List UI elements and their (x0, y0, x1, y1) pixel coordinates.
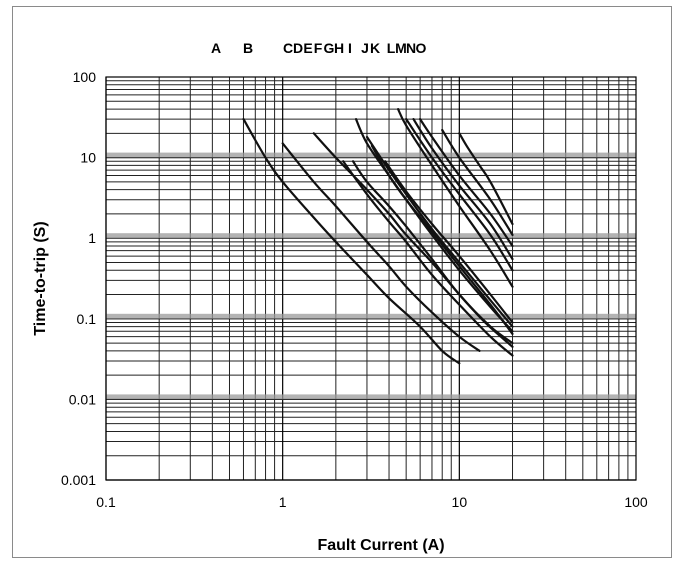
x-tick-label: 100 (624, 494, 648, 510)
curve-letter-label: G (324, 40, 335, 56)
y-tick-label: 1 (88, 230, 96, 246)
curve-letter-label: O (416, 40, 427, 56)
trip-curve (365, 135, 514, 328)
curve-letter-label: K (370, 40, 380, 56)
curve-letter-label: B (243, 40, 253, 56)
minor-grid (106, 77, 636, 480)
curve-letter-label: I (348, 40, 352, 56)
trip-curve (370, 144, 514, 335)
trip-curve (384, 160, 514, 324)
trip-curve (351, 160, 514, 345)
y-tick-label: 0.1 (77, 311, 97, 327)
curve-letter-label: N (406, 40, 416, 56)
trip-curve (419, 118, 514, 248)
trip-curve (242, 118, 461, 365)
plot-border (105, 76, 637, 481)
trip-curve (412, 118, 514, 261)
y-tick-label: 100 (73, 69, 97, 85)
curve-letter-label: M (395, 40, 407, 56)
curve-letter-label: L (387, 40, 396, 56)
trip-curve (405, 118, 514, 272)
decade-band (106, 233, 636, 239)
curve-letter-label: J (361, 40, 369, 56)
decade-band (106, 394, 636, 400)
trip-curve (441, 128, 514, 236)
y-tick-labels: 100 10 1 0.1 0.01 0.001 (61, 69, 96, 488)
x-axis-label: Fault Current (A) (317, 537, 444, 554)
y-tick-label: 0.01 (69, 391, 96, 407)
curve-letter-label: A (211, 40, 221, 56)
curve-letter-label: D (293, 40, 303, 56)
trip-curve (342, 160, 514, 357)
x-tick-label: 10 (452, 494, 468, 510)
decade-band (106, 152, 636, 158)
decade-band (106, 313, 636, 319)
y-axis-label: Time-to-trip (S) (32, 221, 49, 335)
curve-letter-label: H (334, 40, 344, 56)
curve-letter-label: C (283, 40, 293, 56)
x-tick-labels: 0.1 1 10 100 (96, 494, 648, 510)
y-tick-label: 10 (80, 150, 96, 166)
trip-curve (458, 132, 514, 226)
chart-frame (12, 6, 672, 558)
x-tick-label: 0.1 (96, 494, 116, 510)
y-tick-label: 0.001 (61, 472, 96, 488)
curve-letter-label: F (314, 40, 323, 56)
trip-curves (242, 108, 514, 365)
trip-curve (281, 142, 481, 352)
curve-letter-label: E (303, 40, 312, 56)
x-tick-label: 1 (279, 494, 287, 510)
trip-curve (397, 108, 514, 288)
